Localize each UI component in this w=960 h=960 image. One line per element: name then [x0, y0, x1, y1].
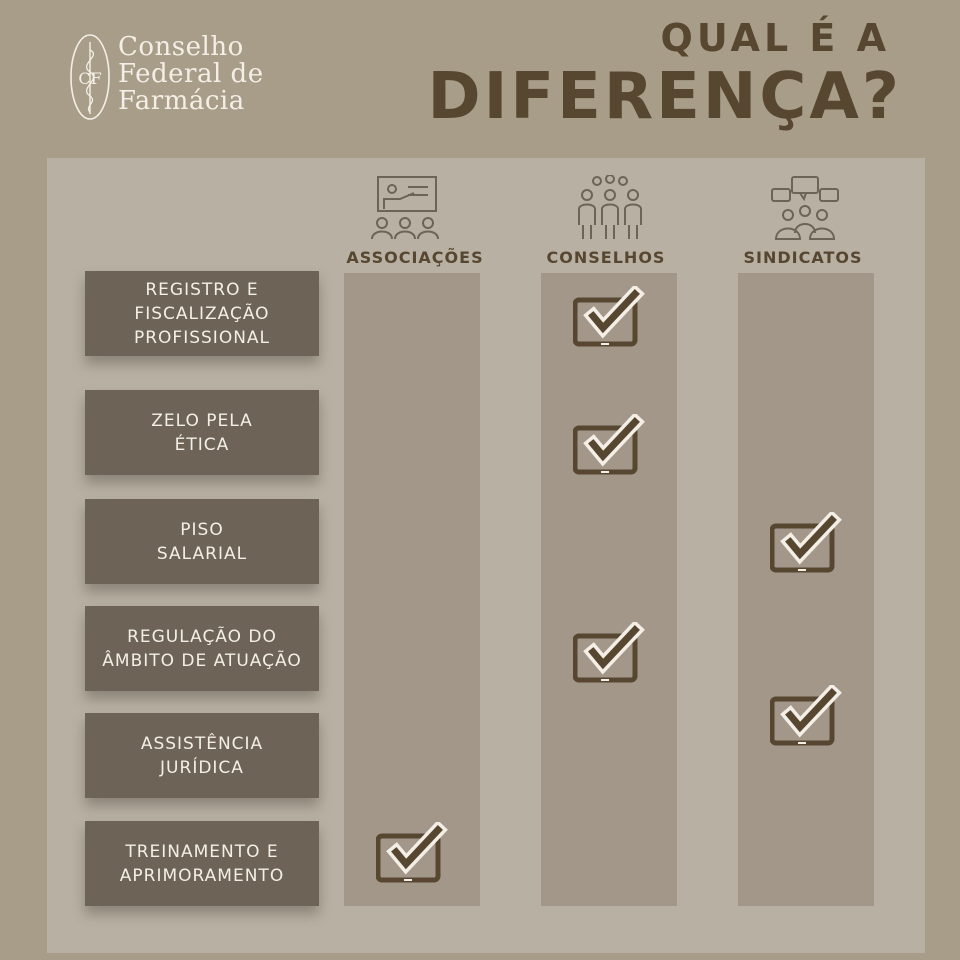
column-sindicatos — [738, 273, 874, 906]
column-header-sindicatos: SINDICATOS — [743, 248, 863, 267]
row-label-assistencia: ASSISTÊNCIA JURÍDICA — [85, 713, 319, 798]
check-mark-icon — [573, 622, 645, 683]
brand-line-1: Conselho — [118, 32, 244, 62]
brand-line-3: Farmácia — [118, 86, 245, 116]
check-mark-icon — [770, 685, 842, 746]
row-label-piso-salarial: PISO SALARIAL — [85, 499, 319, 584]
title-line-2: DIFERENÇA? — [427, 60, 902, 134]
column-associacoes — [344, 273, 480, 906]
brand-logo: CF Conselho Federal de Farmácia — [68, 30, 268, 124]
row-label-zelo-etica: ZELO PELA ÉTICA — [85, 390, 319, 475]
brand-line-2: Federal de — [118, 59, 264, 89]
presentation-icon — [371, 176, 439, 240]
title-line-1: QUAL É A — [660, 16, 890, 60]
column-conselhos — [541, 273, 677, 906]
caduceus-emblem-icon: CF — [70, 34, 110, 120]
svg-text:CF: CF — [78, 69, 101, 88]
check-mark-icon — [770, 512, 842, 573]
column-header-conselhos: CONSELHOS — [546, 248, 666, 267]
brand-name: Conselho Federal de Farmácia — [118, 34, 264, 115]
check-mark-icon — [376, 822, 448, 883]
discussion-icon — [771, 176, 839, 240]
check-mark-icon — [573, 286, 645, 347]
column-header-associacoes: ASSOCIAÇÕES — [346, 248, 484, 267]
check-mark-icon — [573, 414, 645, 475]
row-label-registro: REGISTRO E FISCALIZAÇÃO PROFISSIONAL — [85, 271, 319, 356]
row-label-treinamento: TREINAMENTO E APRIMORAMENTO — [85, 821, 319, 906]
row-label-regulacao: REGULAÇÃO DO ÂMBITO DE ATUAÇÃO — [85, 606, 319, 691]
group-people-icon — [578, 175, 642, 239]
